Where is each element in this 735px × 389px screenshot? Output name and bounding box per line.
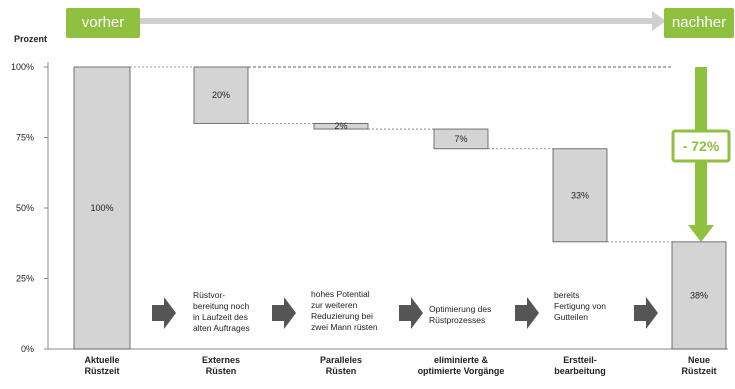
reduction-arrowhead — [688, 225, 714, 242]
bar — [552, 148, 608, 243]
category-label: eliminierte & optimierte Vorgänge — [418, 355, 505, 376]
bar — [193, 66, 249, 124]
y-axis-title: Prozent — [14, 34, 48, 44]
category-label: Erstteil-bearbeitung — [554, 355, 606, 376]
y-tick-label: 25% — [16, 274, 34, 284]
progress-arrowhead — [652, 11, 666, 31]
bar-value-label: 7% — [454, 134, 467, 144]
annotation-text: bereits Fertigung von Gutteilen — [554, 290, 606, 322]
annotation-text: Rüstvor-bereitung noch in Laufzeit des alt… — [193, 290, 250, 333]
reduction-box — [671, 129, 731, 163]
step-arrow-icon — [515, 297, 539, 329]
category-label: Neue Rüstzeit — [681, 355, 716, 376]
bar-value-label: 100% — [90, 203, 113, 213]
step-arrow-icon — [399, 297, 423, 329]
reduction-label: - 72% — [683, 138, 720, 154]
bar-value-label: 20% — [212, 90, 230, 100]
category-label: Externes Rüsten — [202, 355, 240, 376]
category-label: Paralleles Rüsten — [320, 355, 362, 376]
y-tick-label: 0% — [21, 344, 34, 354]
progress-line — [140, 18, 656, 24]
step-arrow-icon — [152, 297, 176, 329]
bar — [73, 66, 131, 350]
y-tick-label: 50% — [16, 203, 34, 213]
annotation-text: Optimierung des Rüstprozesses — [429, 304, 491, 325]
category-label: Aktuelle Rüstzeit — [84, 355, 119, 376]
bar-value-label: 33% — [571, 190, 589, 200]
before-label: vorher — [66, 8, 140, 38]
bar — [313, 123, 369, 130]
bar — [433, 128, 489, 150]
bar — [671, 241, 727, 350]
after-label: nachher — [664, 8, 734, 38]
y-tick-label: 75% — [16, 133, 34, 143]
step-arrow-icon — [634, 297, 658, 329]
y-tick-label: 100% — [11, 62, 34, 72]
bar-value-label: 38% — [690, 290, 708, 300]
step-arrow-icon — [272, 297, 296, 329]
annotation-text: hohes Potential zur weiteren Reduzierung b… — [311, 289, 378, 332]
bar-value-label: 2% — [334, 121, 347, 131]
